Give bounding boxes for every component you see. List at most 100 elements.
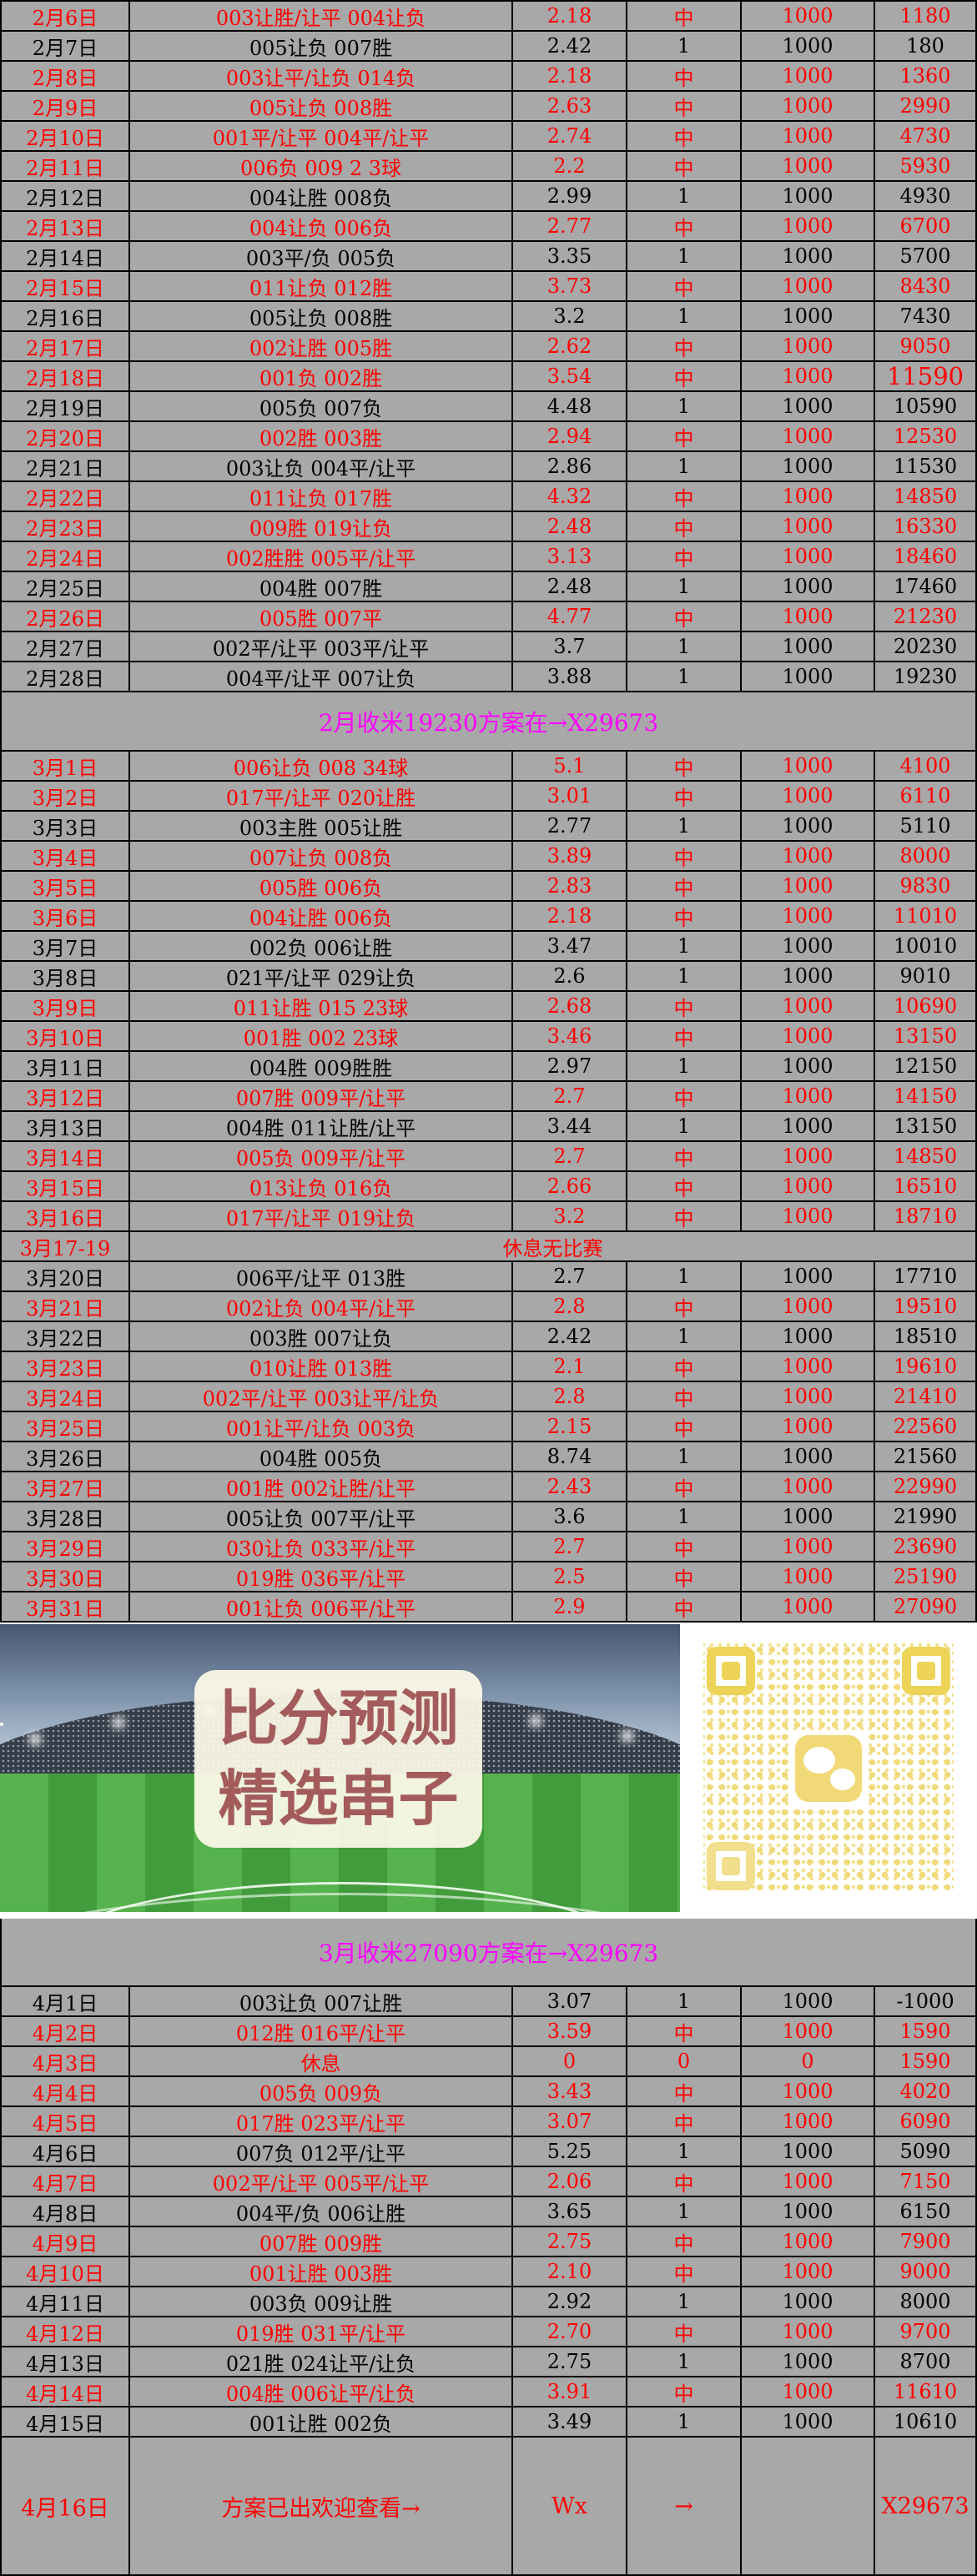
profit-cell: 5090: [875, 2137, 977, 2166]
date-cell: 4月12日: [0, 2317, 130, 2346]
pick-cell: 017胜 023平/让平: [130, 2107, 513, 2136]
date-cell: 3月11日: [0, 1052, 130, 1080]
date-cell: 3月8日: [0, 962, 130, 990]
profit-cell: 8430: [875, 272, 977, 300]
profit-cell: 7900: [875, 2227, 977, 2256]
date-cell: 3月12日: [0, 1082, 130, 1110]
stake-cell: 1000: [742, 152, 875, 180]
promo-text-box: 比分预测 精选串子: [194, 1670, 482, 1848]
odds-cell: 2.10: [513, 2257, 627, 2286]
stake-cell: 1000: [742, 1262, 875, 1291]
odds-cell: 2.68: [513, 992, 627, 1020]
profit-cell: 25190: [875, 1562, 977, 1591]
odds-cell: 2.18: [513, 62, 627, 90]
pick-cell: 011让负 017胜: [130, 482, 513, 511]
table-row: 3月15日 013让负 016负 2.66 中 1000 16510: [0, 1172, 977, 1202]
profit-cell: 8000: [875, 842, 977, 870]
profit-cell: 21410: [875, 1382, 977, 1411]
date-cell: 2月13日: [0, 212, 130, 240]
stake-cell: 1000: [742, 1412, 875, 1441]
odds-cell: 2.99: [513, 182, 627, 210]
result-cell: 中: [627, 2227, 742, 2256]
odds-cell: 2.86: [513, 452, 627, 480]
table-row: 2月19日 005负 007负 4.48 1 1000 10590: [0, 392, 977, 422]
stake-cell: 1000: [742, 242, 875, 270]
table-row: 3月29日 030让负 033平/让平 2.7 中 1000 23690: [0, 1532, 977, 1562]
date-cell: 4月2日: [0, 2017, 130, 2045]
month-summary-row: 2月收米19230方案在→X29673: [0, 692, 977, 752]
odds-cell: 2.9: [513, 1592, 627, 1621]
odds-cell: 8.74: [513, 1442, 627, 1471]
stake-cell: 1000: [742, 632, 875, 661]
pick-cell: 001让胜 002负: [130, 2407, 513, 2436]
profit-cell: 11530: [875, 452, 977, 480]
pick-cell: 004胜 009胜胜: [130, 1052, 513, 1080]
odds-cell: 3.49: [513, 2407, 627, 2436]
result-cell: 中: [627, 1382, 742, 1411]
summary-text: 3月收米27090方案在→X29673: [0, 1919, 977, 1985]
odds-cell: 2.7: [513, 1532, 627, 1561]
date-cell: 4月9日: [0, 2227, 130, 2256]
table-row: 3月5日 005胜 006负 2.83 中 1000 9830: [0, 872, 977, 902]
stake-cell: 1000: [742, 1442, 875, 1471]
stake-cell: [742, 2438, 875, 2574]
result-cell: 中: [627, 1532, 742, 1561]
pick-cell: 001胜 002 23球: [130, 1022, 513, 1050]
date-cell: 4月3日: [0, 2047, 130, 2075]
date-cell: 2月26日: [0, 602, 130, 631]
profit-cell: 18710: [875, 1202, 977, 1230]
pick-cell: 001让平/让负 003负: [130, 1412, 513, 1441]
profit-cell: 12150: [875, 1052, 977, 1080]
stake-cell: 1000: [742, 872, 875, 900]
profit-cell: -1000: [875, 1987, 977, 2015]
date-cell: 3月2日: [0, 782, 130, 810]
pick-cell: 方案已出欢迎查看→: [130, 2438, 513, 2574]
pick-cell: 005让负 008胜: [130, 92, 513, 120]
date-cell: 4月13日: [0, 2347, 130, 2376]
result-cell: 1: [627, 662, 742, 691]
date-cell: 3月7日: [0, 932, 130, 960]
stake-cell: 1000: [742, 2407, 875, 2436]
table-row: 2月22日 011让负 017胜 4.32 中 1000 14850: [0, 482, 977, 512]
stake-cell: 1000: [742, 662, 875, 691]
stake-cell: 1000: [742, 392, 875, 420]
table-row: 3月1日 006让负 008 34球 5.1 中 1000 4100: [0, 752, 977, 782]
date-cell: 3月9日: [0, 992, 130, 1020]
result-cell: 1: [627, 452, 742, 480]
stadium-image: 比分预测 精选串子: [0, 1624, 680, 1912]
date-cell: 3月3日: [0, 812, 130, 840]
result-cell: 中: [627, 902, 742, 930]
date-cell: 3月21日: [0, 1292, 130, 1321]
pick-cell: 001让负 006平/让平: [130, 1592, 513, 1621]
pick-cell: 002胜胜 005平/让平: [130, 542, 513, 571]
profit-cell: 9010: [875, 962, 977, 990]
odds-cell: 2.7: [513, 1142, 627, 1170]
profit-cell: 5110: [875, 812, 977, 840]
odds-cell: 2.18: [513, 2, 627, 30]
table-row: 3月12日 007胜 009平/让平 2.7 中 1000 14150: [0, 1082, 977, 1112]
odds-cell: 2.6: [513, 962, 627, 990]
pick-cell: 006让负 008 34球: [130, 752, 513, 780]
stake-cell: 1000: [742, 212, 875, 240]
table-row: 2月23日 009胜 019让负 2.48 中 1000 16330: [0, 512, 977, 542]
profit-cell: 22990: [875, 1472, 977, 1501]
pick-cell: 021胜 024让平/让负: [130, 2347, 513, 2376]
result-cell: 1: [627, 932, 742, 960]
pick-cell: 002负 006让胜: [130, 932, 513, 960]
stake-cell: 1000: [742, 2257, 875, 2286]
table-row: 3月21日 002让负 004平/让平 2.8 中 1000 19510: [0, 1292, 977, 1322]
pick-cell: 001平/让平 004平/让平: [130, 122, 513, 150]
pitch-line-arc: [0, 1893, 680, 1912]
pick-cell: 011让负 012胜: [130, 272, 513, 300]
pick-cell: 002平/让平 005平/让平: [130, 2167, 513, 2196]
result-cell: 1: [627, 182, 742, 210]
result-cell: 中: [627, 992, 742, 1020]
table-row: 2月6日 003让胜/让平 004让负 2.18 中 1000 1180: [0, 2, 977, 32]
pick-cell: 019胜 036平/让平: [130, 1562, 513, 1591]
table-row: 2月24日 002胜胜 005平/让平 3.13 中 1000 18460: [0, 542, 977, 572]
pick-cell: 002让胜 005胜: [130, 332, 513, 360]
result-cell: 中: [627, 332, 742, 360]
stake-cell: 1000: [742, 2077, 875, 2106]
profit-cell: 9700: [875, 2317, 977, 2346]
profit-cell: 18460: [875, 542, 977, 571]
